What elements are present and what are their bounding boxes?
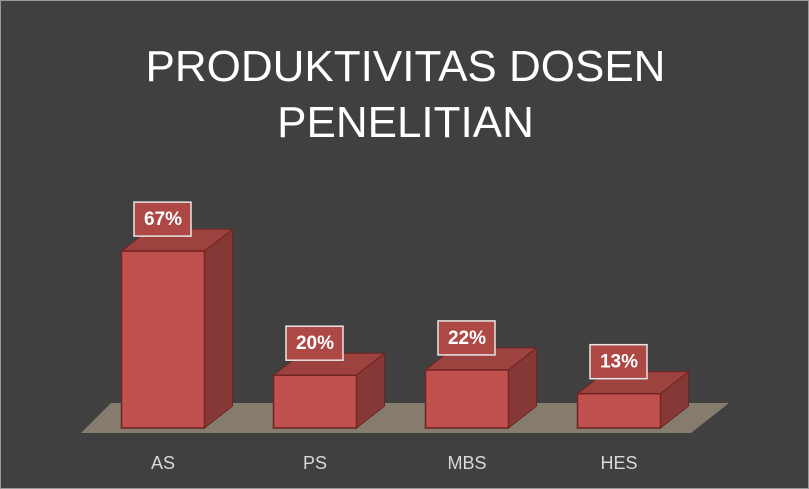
value-label-box xyxy=(589,343,648,380)
value-label-box xyxy=(437,320,496,356)
chart-title: PRODUKTIVITAS DOSEN PENELITIAN xyxy=(145,42,666,147)
x-tick-label: AS xyxy=(151,453,175,473)
bar xyxy=(272,374,358,429)
value-label-box xyxy=(133,201,192,237)
x-tick-label: MBS xyxy=(447,453,486,473)
floor xyxy=(81,403,729,433)
x-tick-label: PS xyxy=(303,453,327,473)
value-label-box xyxy=(285,325,344,361)
bar-side xyxy=(204,228,233,430)
bar xyxy=(576,392,662,429)
value-label: 13% xyxy=(600,352,638,373)
bar xyxy=(424,369,510,429)
value-label: 20% xyxy=(296,333,334,354)
x-tick-label: HES xyxy=(600,453,637,473)
value-label: 67% xyxy=(144,209,182,230)
bar xyxy=(120,250,206,429)
value-label: 22% xyxy=(448,328,486,349)
